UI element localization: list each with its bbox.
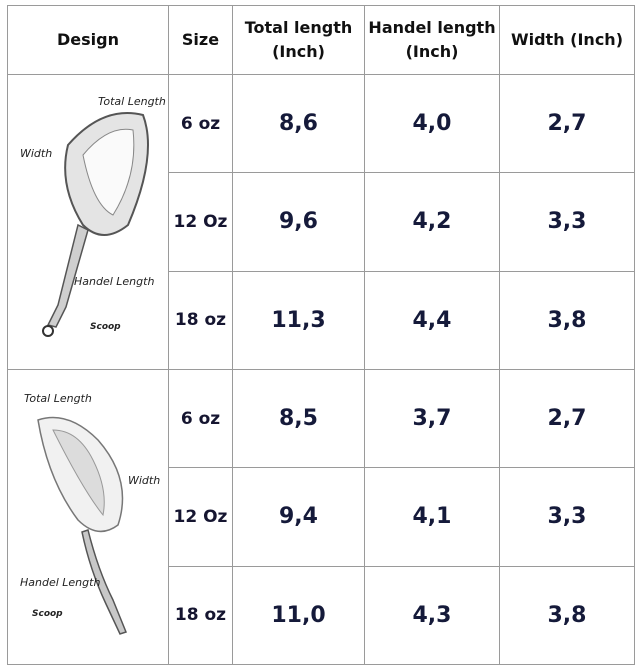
dimension-label: Width [20,147,52,160]
value-cell: 4,0 [364,73,500,174]
value-cell: 9,6 [232,172,365,272]
value-cell: 4,1 [364,467,500,567]
size-cell: 12 Oz [168,172,233,272]
value-cell: 3,3 [499,467,635,567]
value-cell: 9,4 [232,467,365,567]
table-row: 12 Oz 9,6 4,2 3,3 [8,172,635,272]
value-cell: 8,5 [232,368,365,469]
scoop-handle [46,223,89,328]
value-cell: 2,7 [499,368,635,469]
dimension-label: Handel Length [20,576,100,589]
design-cell: Total Length Width Handel Length Scoop [7,74,169,370]
size-cell: 6 oz [168,73,233,174]
value-cell: 3,8 [499,270,635,371]
value-cell: 8,6 [232,73,365,174]
handle-ring [42,325,54,337]
scoop-illustration: Total Length Width Handel Length Scoop [20,392,160,635]
size-cell: 6 oz [168,368,233,469]
scoop-handle [81,529,127,635]
table-row: 18 oz 11,0 4,3 3,8 [8,565,635,665]
scoop-inner [82,128,135,216]
brand-logo: Scoop [32,609,63,619]
table-row: 18 oz 11,3 4,4 3,8 [8,270,635,371]
scoop-inner [52,429,105,517]
value-cell: 4,2 [364,172,500,272]
header-cell: Total length (Inch) [232,5,365,75]
design-cell: Total Length Width Handel Length Scoop [7,369,169,665]
size-cell: 18 oz [168,565,233,665]
header-cell: Design [7,5,169,75]
value-cell: 4,3 [364,565,500,665]
size-table-container: Design Size Total length (Inch) Handel leng… [7,5,635,665]
value-cell: 2,7 [499,73,635,174]
size-cell: 18 oz [168,270,233,371]
value-cell: 11,0 [232,565,365,665]
value-cell: 4,4 [364,270,500,371]
brand-logo: Scoop [90,322,121,332]
dimension-label: Total Length [98,95,166,108]
scoop-illustration: Total Length Width Handel Length Scoop [20,95,166,337]
value-cell: 3,3 [499,172,635,272]
dimension-label: Handel Length [74,275,154,288]
header-cell: Width (Inch) [499,5,635,75]
header-row: Design Size Total length (Inch) Handel leng… [7,5,635,75]
size-table: Design Size Total length (Inch) Handel leng… [7,5,635,665]
table-row: Total Length Width Handel Length Scoop 6 oz 8… [7,73,635,370]
header-cell: Size [168,5,233,75]
size-cell: 12 Oz [168,467,233,567]
table-row: Total Length Width Handel Length Scoop 6 oz 8… [7,368,635,665]
dimension-label: Total Length [24,392,92,405]
value-cell: 11,3 [232,270,365,371]
header-cell: Handel length (Inch) [364,5,500,75]
dimension-label: Width [128,474,160,487]
value-cell: 3,8 [499,565,635,665]
value-cell: 3,7 [364,368,500,469]
